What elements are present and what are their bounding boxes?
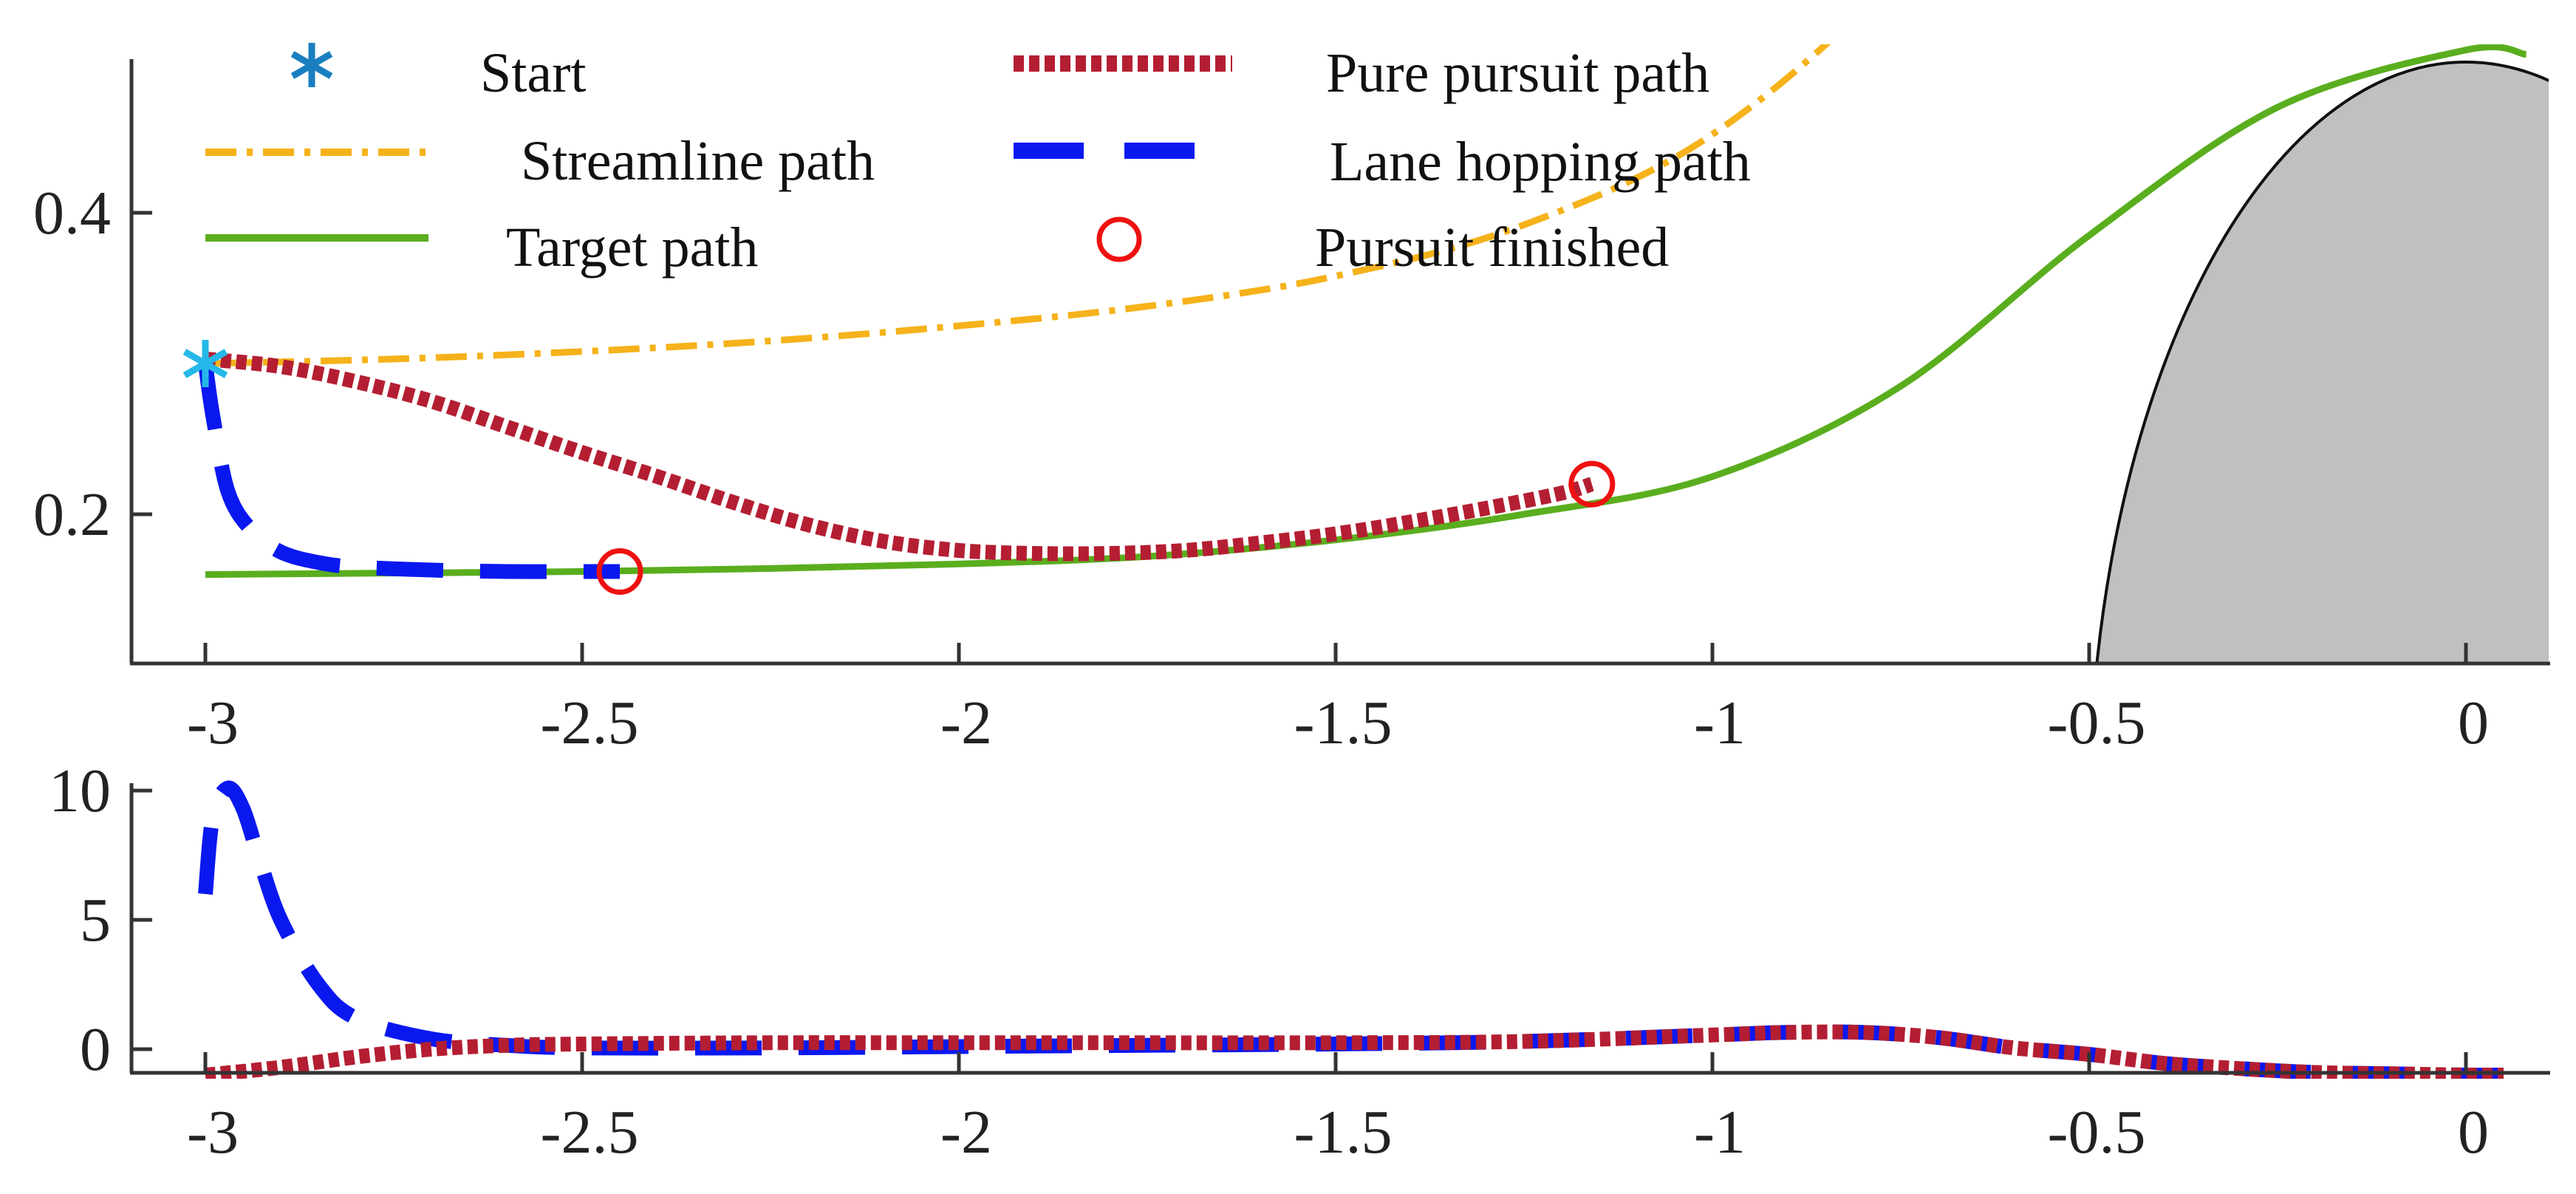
bottom-y-tick-label: 5	[80, 886, 111, 955]
bottom-x-tick-label: -1.5	[1294, 1098, 1393, 1167]
top-x-tick-label: -3	[187, 689, 239, 757]
top-series-streamline-path	[205, 44, 1831, 367]
bottom-chart-panel: -3 -2.5 -2 -1.5 -1 -0.5 0 0 5 10	[49, 757, 2550, 1167]
pursuit-finished-marker	[1568, 460, 1616, 508]
bottom-x-tick-label: -2.5	[541, 1098, 639, 1167]
start-marker	[182, 340, 228, 387]
bottom-y-tick-label: 10	[49, 757, 111, 825]
top-y-tick-label: 0.4	[33, 179, 111, 248]
bottom-series-pure-pursuit-path	[205, 1024, 2504, 1079]
bottom-x-tick-label: 0	[2458, 1098, 2489, 1167]
legend: Start Streamline path Target path Pure p…	[205, 42, 1751, 279]
bottom-x-tick-label: -3	[187, 1098, 239, 1167]
top-series-lane-hopping-path	[198, 362, 620, 579]
top-x-tick-label: -1.5	[1294, 689, 1393, 757]
obstacle-shape	[2095, 61, 2549, 665]
legend-target-label: Target path	[506, 216, 758, 279]
legend-finished-label: Pursuit finished	[1315, 216, 1669, 279]
bottom-x-tick-label: -2	[940, 1098, 992, 1167]
bottom-x-tick-label: -1	[1694, 1098, 1746, 1167]
bottom-axes: -3 -2.5 -2 -1.5 -1 -0.5 0 0 5 10	[49, 757, 2550, 1167]
bottom-series-group	[198, 780, 2504, 1079]
legend-lane-label: Lane hopping path	[1330, 131, 1751, 193]
top-x-tick-label: -1	[1694, 689, 1746, 757]
top-x-tick-label: -0.5	[2048, 689, 2146, 757]
top-x-tick-label: -2.5	[541, 689, 639, 757]
obstacle-semicircle	[2095, 61, 2549, 665]
bottom-x-tick-label: -0.5	[2048, 1098, 2146, 1167]
top-x-tick-label: 0	[2458, 689, 2489, 757]
legend-pure-label: Pure pursuit path	[1326, 42, 1709, 104]
top-series-pure-pursuit-path	[205, 351, 1594, 562]
bottom-series-lane-hopping-path	[198, 780, 2504, 1079]
pursuit-finished-marker	[596, 548, 643, 596]
top-x-tick-label: -2	[940, 689, 992, 757]
bottom-y-tick-label: 0	[80, 1015, 111, 1084]
legend-finished-marker	[1096, 216, 1142, 262]
top-chart-panel: -3-2.5-2-1.5-1-0.500.20.40.60.8	[33, 44, 2550, 757]
top-axes: -3-2.5-2-1.5-1-0.500.20.40.60.8	[33, 59, 2550, 757]
legend-start-label: Start	[480, 42, 587, 104]
top-series-group	[198, 44, 2527, 579]
top-y-tick-label: 0.2	[33, 480, 111, 549]
legend-start-symbol	[290, 43, 333, 87]
legend-streamline-label: Streamline path	[521, 130, 875, 192]
top-markers-group	[182, 340, 1616, 596]
